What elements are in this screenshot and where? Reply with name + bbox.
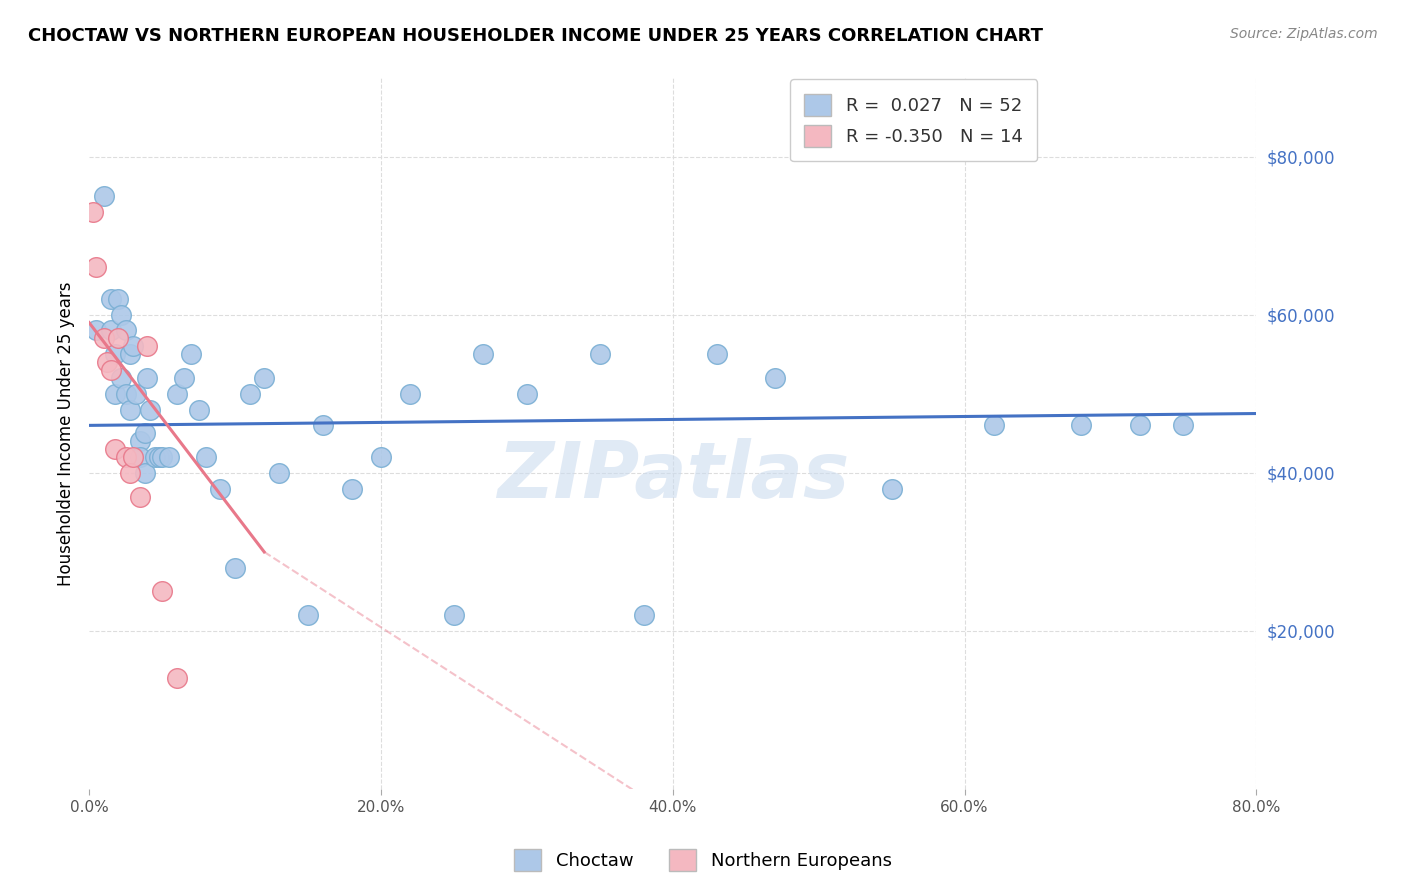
Point [118,466,141,480]
Point [516,386,538,401]
Text: CHOCTAW VS NORTHERN EUROPEAN HOUSEHOLDER INCOME UNDER 25 YEARS CORRELATION CHART: CHOCTAW VS NORTHERN EUROPEAN HOUSEHOLDER… [28,27,1043,45]
Point [1129,418,1152,433]
Point [118,402,141,417]
Point [173,371,195,385]
Point [706,347,728,361]
Point [763,371,786,385]
Text: ZIPatlas: ZIPatlas [496,438,849,514]
Point [166,386,188,401]
Point [1173,418,1195,433]
Point [100,292,122,306]
Point [880,482,903,496]
Point [136,371,159,385]
Point [224,560,246,574]
Point [104,442,127,456]
Point [297,608,319,623]
Point [104,386,127,401]
Point [125,386,148,401]
Point [399,386,422,401]
Point [114,450,136,464]
Point [187,402,209,417]
Point [129,490,152,504]
Point [311,418,333,433]
Point [86,260,108,275]
Point [86,324,108,338]
Point [267,466,290,480]
Point [96,355,118,369]
Point [118,347,141,361]
Legend: Choctaw, Northern Europeans: Choctaw, Northern Europeans [508,842,898,879]
Point [93,331,115,345]
Point [1070,418,1092,433]
Point [443,608,465,623]
Point [136,339,159,353]
Y-axis label: Householder Income Under 25 years: Householder Income Under 25 years [58,281,75,585]
Point [194,450,217,464]
Point [129,434,152,449]
Point [114,324,136,338]
Point [107,292,129,306]
Point [129,450,152,464]
Point [114,386,136,401]
Point [633,608,655,623]
Point [100,324,122,338]
Point [93,189,115,203]
Text: Source: ZipAtlas.com: Source: ZipAtlas.com [1230,27,1378,41]
Point [157,450,180,464]
Point [134,426,156,441]
Point [121,339,143,353]
Point [209,482,232,496]
Point [143,450,166,464]
Point [983,418,1005,433]
Point [104,347,127,361]
Point [340,482,363,496]
Point [253,371,276,385]
Point [110,308,132,322]
Point [589,347,612,361]
Point [150,584,173,599]
Point [472,347,495,361]
Point [180,347,202,361]
Legend: R =  0.027   N = 52, R = -0.350   N = 14: R = 0.027 N = 52, R = -0.350 N = 14 [790,79,1038,161]
Point [166,672,188,686]
Point [139,402,162,417]
Point [110,371,132,385]
Point [82,205,104,219]
Point [121,450,143,464]
Point [100,363,122,377]
Point [239,386,262,401]
Point [107,331,129,345]
Point [148,450,170,464]
Point [134,466,156,480]
Point [370,450,392,464]
Point [150,450,173,464]
